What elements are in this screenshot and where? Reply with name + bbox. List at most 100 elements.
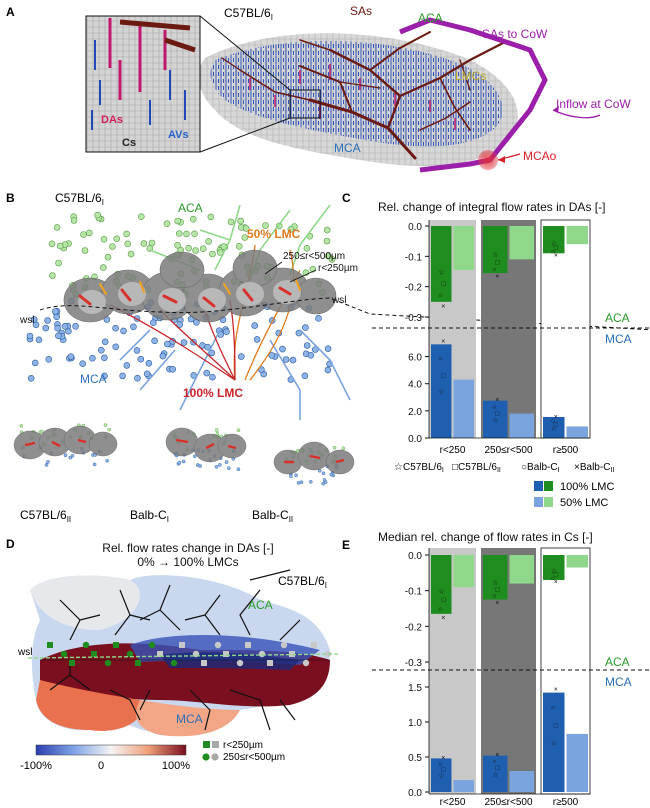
aca-endpoint	[124, 240, 131, 248]
mca-endpoint	[27, 374, 35, 382]
c-mca-sample-marker: □	[554, 422, 559, 429]
aca-endpoint	[262, 222, 269, 229]
aca-endpoint	[235, 243, 243, 250]
aca-endpoint	[209, 250, 216, 258]
mca-endpoint	[268, 352, 276, 359]
sub-network-endpoint	[329, 472, 334, 477]
e-category-label: r<250	[440, 797, 466, 808]
mca-endpoint	[137, 355, 145, 363]
sub-network-endpoint	[181, 459, 186, 464]
legend-100-lmc: 100% LMC	[560, 481, 614, 493]
d-marker-small-radius	[179, 642, 185, 648]
e-mca-sample-marker: ☆	[492, 771, 498, 779]
mca-endpoint	[169, 365, 176, 373]
aca-endpoint	[56, 242, 64, 250]
d-marker-small-radius	[223, 651, 229, 657]
zoom-region-box	[289, 89, 321, 119]
e-mca-tick-label: 0.5	[408, 753, 422, 764]
c-aca-sample-marker: ☆	[551, 239, 557, 247]
c-mca-tick-label: 0.0	[408, 434, 422, 445]
label-d-wsl: wsl	[17, 647, 32, 658]
e-aca-sample-marker: ☆	[438, 587, 444, 595]
e-mca-bar-100	[431, 758, 452, 792]
d-marker-small-radius	[91, 651, 97, 657]
mca-endpoint	[307, 351, 315, 359]
e-aca-sample-marker: ☆	[551, 567, 557, 575]
aca-endpoint	[94, 211, 101, 219]
aca-endpoint	[207, 213, 215, 221]
aca-endpoint	[175, 230, 183, 237]
c-aca-sample-marker: ○	[438, 292, 442, 299]
sub-network-1-label: C57BL/6II	[20, 508, 71, 524]
sub-network-endpoint	[63, 453, 68, 458]
aca-endpoint	[174, 241, 181, 249]
aca-endpoint	[81, 247, 89, 254]
e-mca-tick-label: 0.0	[408, 788, 422, 799]
sub-network-endpoint	[19, 424, 24, 428]
inset-label-cs: Cs	[122, 137, 136, 149]
d-watershed-line	[27, 653, 341, 659]
legend-square-light	[212, 741, 219, 748]
mca-endpoint	[55, 332, 62, 340]
label-100-lmc: 100% LMC	[183, 386, 243, 400]
c-aca-tick-label: 0.0	[408, 222, 422, 233]
aca-endpoint	[70, 217, 78, 224]
aca-endpoint	[227, 218, 235, 226]
c-category-label: 250≤r<500	[484, 445, 532, 456]
panel-a-strain: C57BL/6I	[224, 6, 273, 22]
c-aca-sample-marker: □	[495, 259, 500, 266]
e-aca-bar-50	[453, 555, 474, 588]
c-mca-tick-label: 6.0	[408, 353, 422, 364]
label-mca: MCA	[334, 141, 361, 155]
c-mca-sample-marker: ×	[554, 414, 558, 421]
e-mca-sample-marker: ×	[495, 752, 499, 759]
panel-b-strain: C57BL/6I	[55, 191, 104, 207]
e-aca-sample-marker: ×	[554, 579, 558, 586]
legend-circle-light	[211, 753, 219, 761]
c-aca-sample-marker: ○	[492, 266, 496, 273]
c-column-bg	[540, 219, 591, 439]
mca-endpoint	[159, 352, 167, 360]
aca-endpoint	[241, 234, 249, 241]
label-aca: ACA	[418, 11, 443, 25]
d-marker-small-radius	[201, 660, 207, 666]
mca-endpoint	[26, 332, 34, 340]
mcao-occlusion-marker	[478, 150, 498, 170]
e-mca-sample-marker: □	[441, 767, 446, 774]
e-mca-bar-100	[483, 755, 508, 792]
mca-endpoint	[151, 337, 158, 345]
c-mca-sample-marker: ×	[441, 339, 445, 346]
aca-endpoint	[191, 230, 198, 238]
aca-endpoint	[205, 238, 212, 245]
sub-network-endpoint	[44, 463, 49, 467]
panel-letter-a: A	[6, 5, 15, 19]
aca-endpoint	[140, 240, 148, 247]
sub-network-3: Balb-CII	[252, 441, 355, 524]
sub-network-endpoint	[321, 471, 326, 476]
aca-endpoint	[185, 244, 192, 252]
d-radius-markers	[47, 641, 332, 667]
d-marker-small-radius	[245, 642, 251, 648]
d-marker-small-radius	[113, 642, 119, 648]
mca-endpoint	[209, 373, 216, 381]
mca-endpoint	[45, 355, 53, 363]
mca-endpoint	[282, 356, 290, 363]
colorbar-mid: 0	[98, 760, 104, 772]
e-aca-sample-marker: □	[495, 586, 500, 593]
mca-endpoint	[311, 346, 319, 353]
c-mca-bar-50	[509, 413, 534, 438]
e-mca-sample-marker: ○	[492, 759, 496, 766]
inflow-arrow-icon	[552, 109, 601, 119]
d-marker-large-radius	[148, 641, 156, 649]
d-marker-small-radius	[157, 651, 163, 657]
e-aca-bar-50	[566, 555, 588, 568]
e-region-aca: ACA	[605, 655, 630, 669]
watershed-line	[39, 297, 650, 331]
sub-network-endpoint	[224, 460, 229, 464]
e-category-label: 250≤r<500	[484, 797, 532, 808]
aca-endpoint	[113, 235, 121, 242]
sub-network-endpoint	[177, 460, 182, 465]
panel-c-charts: 0.0-0.1-0.2-0.36.04.02.00.0☆☆□□○○××r<250…	[372, 219, 650, 456]
d-marker-small-radius	[267, 660, 273, 666]
d-marker-large-radius	[60, 650, 68, 658]
